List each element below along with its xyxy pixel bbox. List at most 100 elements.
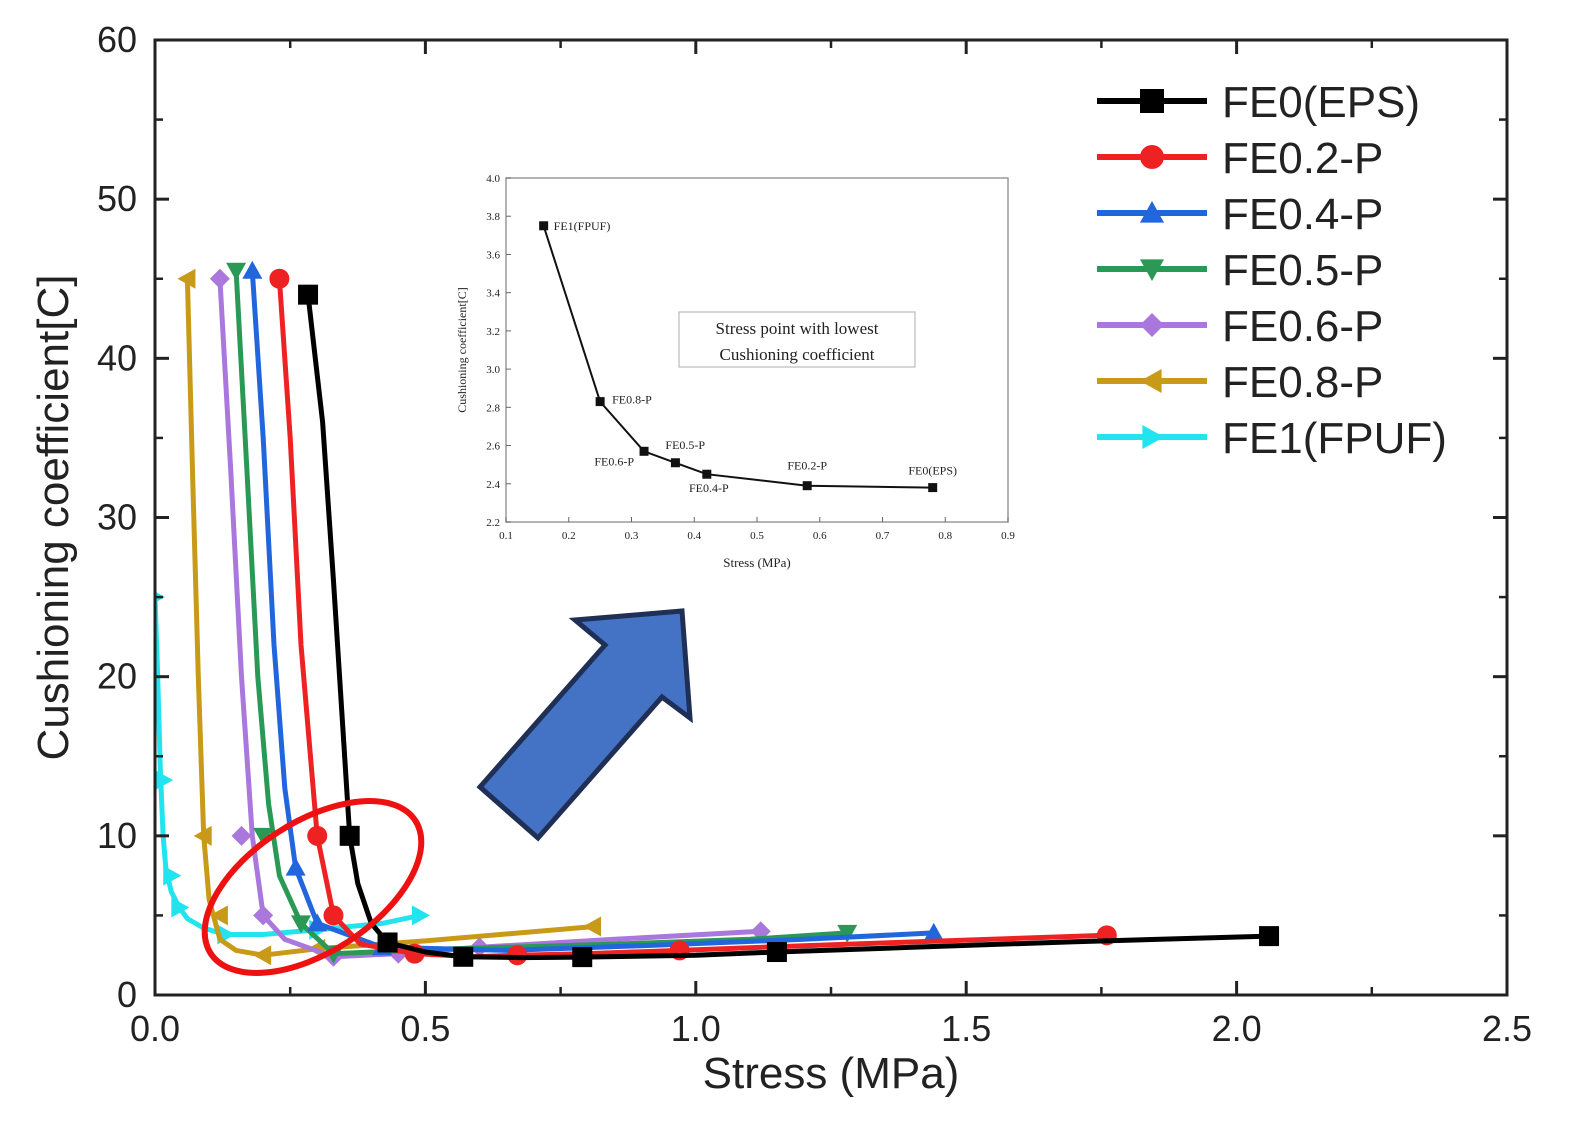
inset-point-label: FE1(FPUF) <box>554 219 611 233</box>
series-marker-FE0.5-P <box>226 262 247 281</box>
inset-point <box>595 397 605 407</box>
inset-y-tick-label: 3.0 <box>486 364 500 376</box>
overlay-annotations <box>201 608 693 976</box>
x-tick-label: 1.5 <box>941 1008 991 1049</box>
y-axis-label: Cushioning coefficient[C] <box>29 275 78 761</box>
callout-arrow <box>476 608 693 842</box>
inset-point <box>928 483 938 493</box>
inset-point-label: FE0.4-P <box>689 481 729 495</box>
inset-y-tick-label: 2.4 <box>486 479 500 491</box>
series-marker-FE0.2-P <box>269 268 290 289</box>
series-marker-FE1(FPUF) <box>411 905 430 926</box>
main-axes: 0.0 0.5 1.0 1.5 2.0 2.5 0 10 20 30 40 50 60 Stress (M… <box>29 19 1532 1098</box>
series-marker-FE0.6-P <box>253 905 274 926</box>
inset-point <box>539 221 549 231</box>
x-axis-label: Stress (MPa) <box>703 1049 960 1098</box>
inset-point <box>639 446 649 456</box>
series-marker-FE0.5-P <box>837 924 858 943</box>
inset-y-axis-label: Cushioning coefficient[C] <box>455 287 469 412</box>
x-tick-label: 0.0 <box>130 1008 180 1049</box>
series-line-FE0(EPS) <box>305 292 1272 961</box>
series-marker-FE1(FPUF) <box>171 897 190 918</box>
inset-point <box>702 469 712 479</box>
series-marker-FE0.6-P <box>209 268 230 289</box>
y-tick-label: 50 <box>97 178 137 219</box>
inset-y-tick-label: 3.8 <box>486 211 500 223</box>
y-tick-label: 40 <box>97 337 137 378</box>
inset-point-label: FE0.5-P <box>665 438 705 452</box>
series-marker-FE0(EPS) <box>298 284 319 305</box>
inset-annotation-line-2: Cushioning coefficient <box>719 345 874 364</box>
highlight-ellipse <box>201 798 425 976</box>
series-marker-FE0.8-P <box>583 916 602 937</box>
legend-marker-FE0.5-P <box>1140 259 1164 281</box>
legend-marker-FE0.6-P <box>1140 313 1164 337</box>
legend-label-FE0.2-P: FE0.2-P <box>1222 134 1383 183</box>
inset-x-tick-label: 0.5 <box>750 530 764 542</box>
inset-x-tick-label: 0.3 <box>625 530 639 542</box>
legend: FE0(EPS) FE0.2-P FE0.4-P FE0.5-P FE0.6-P FE0.… <box>1097 78 1447 463</box>
series-marker-FE0.8-P <box>253 945 272 966</box>
legend-label-FE1(FPUF): FE1(FPUF) <box>1222 414 1447 463</box>
series-marker-FE0.8-P <box>193 825 212 846</box>
series-marker-FE0.2-P <box>307 825 328 846</box>
x-tick-label: 0.5 <box>400 1008 450 1049</box>
inset-point <box>670 458 680 468</box>
series-marker-FE0.6-P <box>231 825 252 846</box>
series-marker-FE0(EPS) <box>453 946 474 967</box>
inset-annotation-line-1: Stress point with lowest <box>716 319 879 338</box>
series-marker-FE1(FPUF) <box>163 865 182 886</box>
x-tick-label: 2.0 <box>1212 1008 1262 1049</box>
inset-y-tick-label: 3.6 <box>486 249 500 261</box>
inset-point-label: FE0.8-P <box>612 393 652 407</box>
inset-point-label: FE0(EPS) <box>908 464 957 478</box>
main-series-group <box>155 260 1280 968</box>
inset-x-tick-label: 0.6 <box>813 530 827 542</box>
inset-y-tick-label: 2.6 <box>486 441 500 453</box>
legend-label-FE0.6-P: FE0.6-P <box>1222 302 1383 351</box>
series-marker-FE0(EPS) <box>377 932 398 953</box>
series-marker-FE0.8-P <box>177 268 196 289</box>
y-tick-label: 0 <box>117 974 137 1015</box>
inset-x-tick-label: 0.1 <box>499 530 513 542</box>
series-marker-FE0.4-P <box>285 857 306 876</box>
inset-x-tick-label: 0.4 <box>687 530 701 542</box>
y-tick-label: 30 <box>97 497 137 538</box>
series-marker-FE0(EPS) <box>1259 926 1280 947</box>
x-tick-label: 2.5 <box>1482 1008 1532 1049</box>
x-tick-label: 1.0 <box>671 1008 721 1049</box>
inset-y-tick-label: 2.8 <box>486 402 500 414</box>
legend-label-FE0(EPS): FE0(EPS) <box>1222 78 1420 127</box>
inset-y-tick-label: 3.4 <box>486 288 500 300</box>
legend-marker-FE0.4-P <box>1140 201 1164 223</box>
series-marker-FE0.4-P <box>242 260 263 279</box>
series-marker-FE0.5-P <box>253 827 274 846</box>
legend-label-FE0.8-P: FE0.8-P <box>1222 358 1383 407</box>
legend-marker-FE0.8-P <box>1140 369 1162 393</box>
y-tick-label: 60 <box>97 19 137 60</box>
series-marker-FE0(EPS) <box>339 825 360 846</box>
series-marker-FE0.5-P <box>291 915 312 934</box>
inset-x-tick-label: 0.8 <box>938 530 952 542</box>
inset-point <box>802 481 812 491</box>
inset-x-tick-label: 0.9 <box>1001 530 1015 542</box>
inset-y-tick-label: 2.2 <box>486 517 500 529</box>
series-marker-FE1(FPUF) <box>155 770 174 791</box>
inset-point-label: FE0.6-P <box>594 454 634 468</box>
series-line-FE0.8-P <box>184 276 596 958</box>
y-tick-label: 10 <box>97 815 137 856</box>
inset-annotation-box <box>678 311 916 368</box>
y-tick-label: 20 <box>97 656 137 697</box>
legend-label-FE0.5-P: FE0.5-P <box>1222 246 1383 295</box>
series-marker-FE0.8-P <box>209 905 228 926</box>
series-marker-FE0(EPS) <box>572 947 593 968</box>
legend-marker-FE1(FPUF) <box>1142 425 1164 449</box>
inset-x-axis-label: Stress (MPa) <box>723 555 791 570</box>
inset-y-tick-label: 3.2 <box>486 326 500 338</box>
inset-point-label: FE0.2-P <box>787 459 827 473</box>
series-marker-FE0.4-P <box>923 922 944 941</box>
inset-x-tick-label: 0.7 <box>876 530 890 542</box>
legend-marker-FE0.2-P <box>1140 145 1164 169</box>
